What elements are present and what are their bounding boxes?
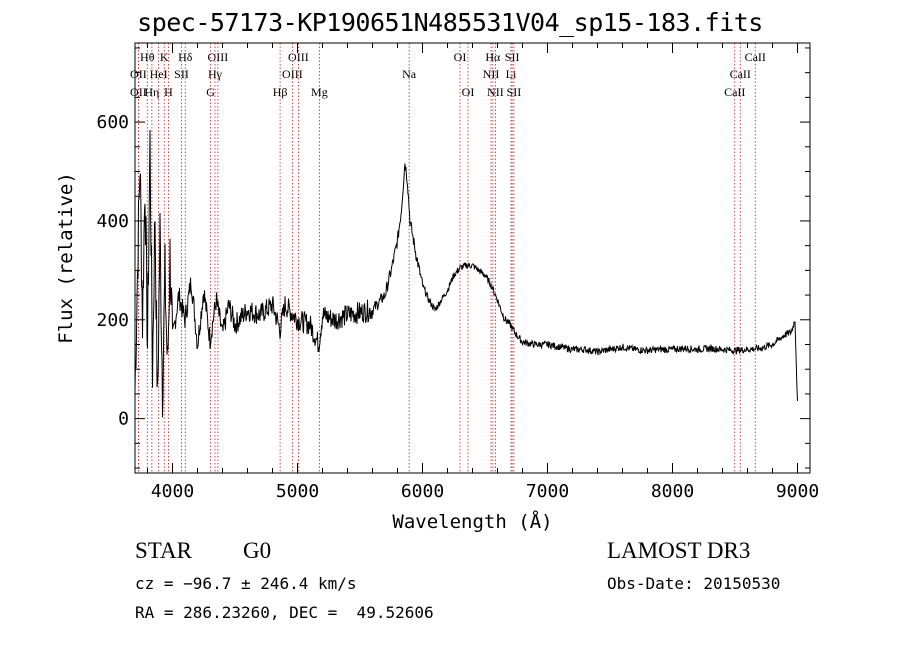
marker-label-15: NII (483, 67, 500, 81)
marker-label-13: OIII (282, 67, 303, 81)
marker-label-18: OII (130, 85, 147, 99)
x-tick-label-0: 4000 (151, 481, 194, 502)
marker-label-4: OIII (288, 50, 309, 64)
marker-label-5: OI (454, 50, 467, 64)
line-markers: Hθ K Hδ OIII OIII OI Hα SII CaII OII HeI SII Hγ OIII N… (130, 43, 766, 473)
marker-label-16: Li (506, 67, 517, 81)
x-tick-label-2: 6000 (401, 481, 444, 502)
y-tick-label-3: 600 (96, 112, 129, 133)
axes: 4000 5000 6000 7000 8000 9000 0 200 400 600 (96, 43, 819, 502)
y-tick-label-2: 400 (96, 211, 129, 232)
marker-label-7: SII (505, 50, 520, 64)
x-axis-label: Wavelength (Å) (392, 510, 552, 533)
marker-label-11: SII (174, 67, 189, 81)
marker-label-10: HeI (150, 67, 168, 81)
obs-date-text: Obs-Date: 20150530 (607, 574, 781, 593)
y-axis-label: Flux (relative) (55, 172, 77, 344)
marker-label-24: OI (462, 85, 475, 99)
marker-label-8: CaII (745, 50, 766, 64)
coordinates-text: RA = 286.23260, DEC = 49.52606 (135, 603, 434, 622)
object-subclass: G0 (243, 538, 272, 563)
redshift-text: cz = −96.7 ± 246.4 km/s (135, 574, 357, 593)
object-class: STAR (135, 538, 192, 563)
x-tick-label-3: 7000 (526, 481, 569, 502)
survey-name: LAMOST DR3 (607, 538, 751, 563)
x-tick-label-4: 8000 (651, 481, 694, 502)
marker-label-26: SII (507, 85, 522, 99)
chart-title: spec-57173-KP190651N485531V04_sp15-183.f… (137, 8, 763, 37)
marker-label-14: Na (402, 67, 417, 81)
marker-label-25: NII (487, 85, 504, 99)
plot-frame (134, 42, 811, 474)
y-tick-label-1: 200 (96, 310, 129, 331)
marker-label-17: CaII (730, 67, 751, 81)
marker-label-21: G (206, 85, 215, 99)
marker-label-20: H (164, 85, 173, 99)
marker-label-22: Hβ (273, 85, 288, 99)
marker-label-1: K (160, 50, 169, 64)
flux-series-line (134, 129, 798, 418)
marker-label-27: CaII (724, 85, 745, 99)
marker-label-23: Mg (311, 85, 328, 99)
x-tick-label-5: 9000 (776, 481, 819, 502)
marker-label-12: Hγ (208, 67, 223, 81)
marker-label-6: Hα (485, 50, 501, 64)
marker-label-2: Hδ (178, 50, 193, 64)
marker-label-19: Hη (144, 85, 159, 99)
marker-label-0: Hθ (140, 50, 155, 64)
marker-label-9: OII (130, 67, 147, 81)
marker-label-3: OIII (208, 50, 229, 64)
y-tick-label-0: 0 (118, 409, 129, 430)
x-tick-label-1: 5000 (276, 481, 319, 502)
